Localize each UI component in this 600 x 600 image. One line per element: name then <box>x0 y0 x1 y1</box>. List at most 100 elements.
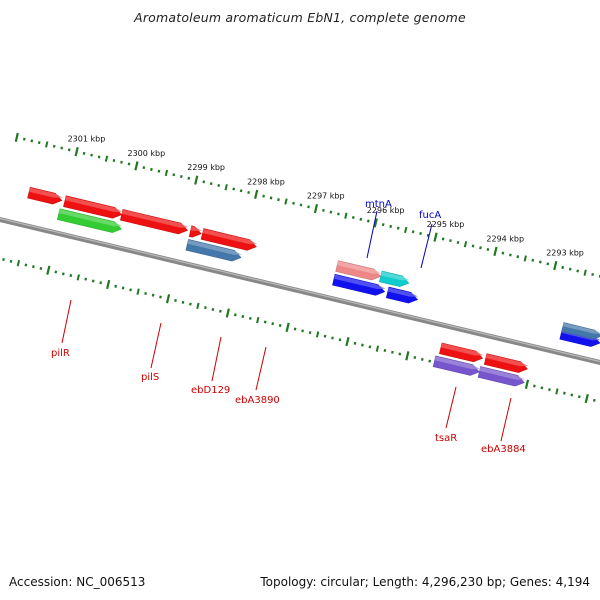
gene-label[interactable]: tsaR <box>435 433 457 444</box>
ruler-minor-tick <box>308 331 312 335</box>
gene-label[interactable]: fucA <box>419 210 441 221</box>
ruler-minor-tick <box>121 286 125 290</box>
ruler-minor-tick <box>248 316 252 320</box>
ruler-major-tick <box>254 189 259 199</box>
ruler-tick-label: 2301 kbp <box>68 135 106 144</box>
ruler-minor-tick <box>420 357 424 361</box>
ruler-minor-tick <box>307 205 310 209</box>
ruler-minor-tick <box>278 323 282 328</box>
gene-feature[interactable] <box>385 286 419 304</box>
ruler-minor-tick <box>391 350 394 354</box>
ruler-minor-tick <box>241 315 245 319</box>
gene-arrow-highlight <box>387 287 419 297</box>
gene-label-leader <box>420 223 433 269</box>
map-title: Aromatoleum aromaticum EbN1, complete ge… <box>134 10 466 25</box>
gene-feature[interactable] <box>27 186 63 205</box>
ruler-minor-tick <box>568 267 572 271</box>
ruler-tick-label: 2294 kbp <box>486 234 524 243</box>
outer-ruler <box>14 132 600 278</box>
ruler-minor-tick <box>219 309 222 313</box>
ruler-minor-tick <box>159 295 162 299</box>
ruler-minor-tick <box>99 281 103 285</box>
ruler-minor-tick <box>187 176 191 180</box>
ruler-minor-tick <box>383 348 387 352</box>
ruler-minor-tick <box>30 139 34 143</box>
ruler-minor-tick <box>61 272 65 276</box>
gene-arrow-highlight <box>479 366 525 380</box>
gene-label[interactable]: ebA3890 <box>235 395 280 406</box>
ruler-minor-tick <box>396 226 400 230</box>
gene-label[interactable]: mtnA <box>365 199 392 210</box>
ruler-minor-tick <box>142 166 146 170</box>
gene-feature[interactable] <box>335 260 382 281</box>
ruler-minor-tick <box>76 274 80 281</box>
ruler-major-tick <box>345 336 350 347</box>
ruler-minor-tick <box>204 306 207 310</box>
gene-feature[interactable] <box>439 342 484 363</box>
gene-feature[interactable] <box>332 273 386 296</box>
ruler-minor-tick <box>381 223 385 227</box>
ruler-minor-tick <box>277 198 280 202</box>
ruler-minor-tick <box>189 302 192 306</box>
gene-label[interactable]: ebD129 <box>191 385 230 396</box>
ruler-minor-tick <box>576 269 580 273</box>
gene-feature[interactable] <box>63 195 123 219</box>
ruler-minor-tick <box>419 232 422 236</box>
gene-feature[interactable] <box>561 322 600 340</box>
gene-arrow-highlight <box>65 196 123 212</box>
gene-feature[interactable] <box>185 239 242 262</box>
ruler-minor-tick <box>299 203 303 207</box>
ruler-tick-label: 2299 kbp <box>187 163 225 172</box>
ruler-minor-tick <box>531 258 535 262</box>
gene-feature[interactable] <box>483 353 529 373</box>
gene-label[interactable]: pilS <box>141 372 159 383</box>
ruler-minor-tick <box>329 210 333 214</box>
feature-layer <box>27 186 600 387</box>
ruler-minor-tick <box>428 359 432 363</box>
ruler-minor-tick <box>179 175 183 179</box>
ruler-minor-tick <box>54 270 58 274</box>
ruler-minor-tick <box>337 212 340 216</box>
ruler-minor-tick <box>344 212 348 219</box>
ruler-tick-label: 2293 kbp <box>546 249 584 258</box>
ruler-minor-tick <box>361 343 364 347</box>
ruler-minor-tick <box>570 393 574 397</box>
ruler-minor-tick <box>315 331 320 338</box>
ruler-minor-tick <box>592 398 596 402</box>
gene-arrow-highlight <box>29 187 63 198</box>
topology-text: Topology: circular; Length: 4,296,230 bp… <box>260 575 590 589</box>
gene-label-leader <box>500 397 512 442</box>
gene-feature[interactable] <box>56 208 123 233</box>
ruler-major-tick <box>584 393 589 404</box>
gene-label[interactable]: ebA3884 <box>481 444 526 455</box>
ruler-minor-tick <box>538 260 542 264</box>
gene-feature[interactable] <box>188 225 202 238</box>
gene-label-leader <box>445 386 457 429</box>
ruler-minor-tick <box>114 284 118 288</box>
gene-feature[interactable] <box>432 355 480 376</box>
ruler-major-tick <box>14 132 19 142</box>
gene-feature[interactable] <box>379 270 410 287</box>
accession-text: Accession: NC_006513 <box>9 575 146 589</box>
ruler-minor-tick <box>263 320 267 324</box>
ruler-minor-tick <box>90 153 93 157</box>
gene-arrow-highlight <box>485 354 529 367</box>
gene-label[interactable]: pilR <box>51 348 70 359</box>
ruler-major-tick <box>405 351 410 361</box>
ruler-minor-tick <box>449 239 452 243</box>
ruler-minor-tick <box>463 241 468 248</box>
ruler-minor-tick <box>256 316 260 324</box>
ruler-minor-tick <box>366 219 370 223</box>
gene-arrow-highlight <box>202 229 257 244</box>
gene-feature[interactable] <box>200 228 257 251</box>
gene-feature[interactable] <box>477 366 525 387</box>
ruler-minor-tick <box>471 244 475 248</box>
ruler-minor-tick <box>129 288 132 292</box>
ruler-major-tick <box>74 146 79 157</box>
ruler-minor-tick <box>157 169 161 173</box>
ruler-tick-label: 2300 kbp <box>128 149 166 158</box>
ruler-minor-tick <box>239 189 243 193</box>
gene-feature[interactable] <box>120 209 189 235</box>
ruler-minor-tick <box>301 329 304 333</box>
